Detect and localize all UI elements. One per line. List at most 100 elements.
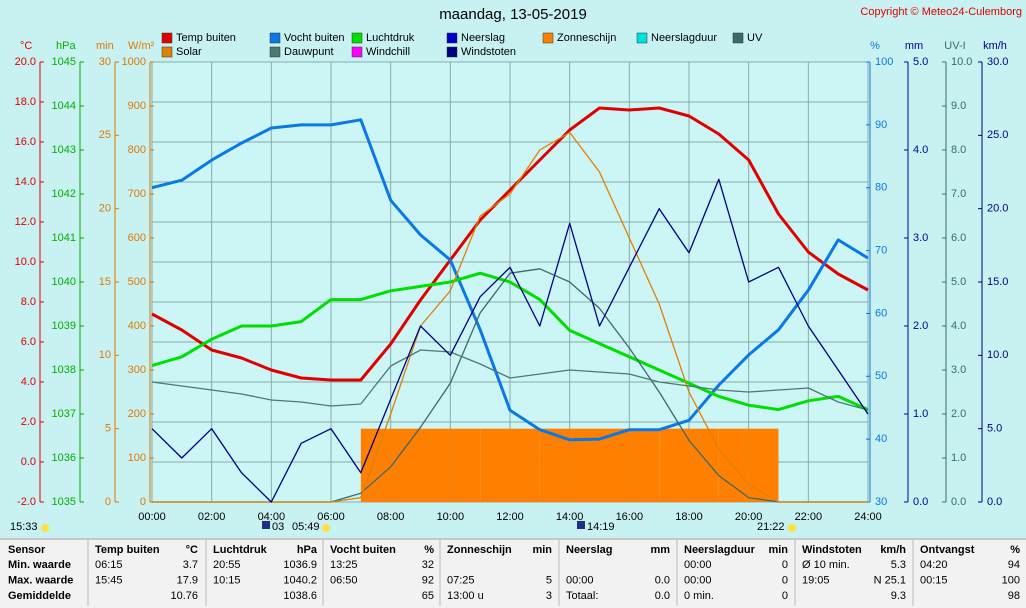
table-cell: Temp buiten (95, 544, 160, 556)
y-tick-label: 500 (128, 276, 146, 288)
x-tick-label: 08:00 (377, 511, 405, 523)
legend-label: Luchtdruk (366, 32, 415, 44)
legend-swatch (351, 46, 363, 58)
y-tick-label: 4.0 (913, 144, 928, 156)
table-cell: 0 (782, 559, 788, 571)
moon-icon (577, 521, 585, 529)
y-tick-label: 0.0 (21, 456, 36, 468)
table-cell: 65 (422, 590, 434, 602)
y-tick-label: 25 (99, 129, 111, 141)
table-cell: min (532, 544, 552, 556)
table-cell: 92 (422, 574, 434, 586)
table-cell: 0 (782, 590, 788, 602)
y-tick-label: 100 (875, 56, 893, 68)
y-tick-label: 600 (128, 232, 146, 244)
table-cell: 00:00 (566, 574, 594, 586)
y-tick-label: 6.0 (21, 336, 36, 348)
sun-icon (41, 524, 49, 532)
y-tick-label: 60 (875, 307, 887, 319)
y-tick-label: 30 (875, 496, 887, 508)
y-tick-label: 1043 (52, 144, 76, 156)
y-tick-label: 1045 (52, 56, 76, 68)
y-tick-label: 1040 (52, 276, 76, 288)
y-tick-label: 800 (128, 144, 146, 156)
table-cell: 100 (1002, 574, 1020, 586)
table-cell: 3.7 (183, 559, 198, 571)
sunshine-bar (659, 428, 689, 502)
y-tick-label: 5.0 (987, 423, 1002, 435)
table-cell: 10:15 (213, 574, 241, 586)
y-tick-label: 9.0 (951, 100, 966, 112)
table-cell: 0.0 (655, 590, 670, 602)
legend-label: Vocht buiten (284, 32, 345, 44)
moon-icon (262, 521, 270, 529)
annotations: 15:33 03 05:49 14:19 21:22 (10, 521, 796, 533)
y-tick-label: 2.0 (951, 408, 966, 420)
y-tick-label: 14.0 (15, 176, 36, 188)
y-tick-label: 90 (875, 119, 887, 131)
sunshine-bar (360, 428, 391, 502)
y-tick-label: 100 (128, 452, 146, 464)
y-tick-label: 40 (875, 433, 887, 445)
legend-swatch (446, 46, 458, 58)
table-cell: 32 (422, 559, 434, 571)
sunshine-bar (420, 428, 451, 502)
table-cell: 15:45 (95, 574, 123, 586)
sunshine-bar (539, 428, 570, 502)
sunshine-bar (748, 428, 779, 502)
y-tick-label: 10.0 (951, 56, 972, 68)
legend-label: Neerslagduur (651, 32, 717, 44)
series-line (151, 106, 869, 382)
y-tick-label: 1039 (52, 320, 76, 332)
y-tick-label: 50 (875, 370, 887, 382)
sunshine-bar (390, 428, 421, 502)
annotation: 14:19 (587, 521, 615, 533)
y-tick-label: 4.0 (951, 320, 966, 332)
x-tick-label: 24:00 (854, 511, 882, 523)
table-cell: hPa (297, 544, 318, 556)
y-tick-label: 0.0 (951, 496, 966, 508)
table-cell: 19:05 (802, 574, 830, 586)
chart-title: maandag, 13-05-2019 (439, 6, 587, 23)
y-tick-label: 20.0 (15, 56, 36, 68)
y-tick-label: -2.0 (17, 496, 36, 508)
annotation: 21:22 (757, 521, 785, 533)
y-tick-label: 10 (99, 349, 111, 361)
y-axis-unit: mm (905, 40, 923, 52)
y-tick-label: 80 (875, 182, 887, 194)
y-tick-label: 900 (128, 100, 146, 112)
table-cell: 9.3 (891, 590, 906, 602)
y-tick-label: 12.0 (15, 216, 36, 228)
legend-swatch (636, 32, 648, 44)
series-line (151, 349, 869, 411)
x-tick-label: 12:00 (496, 511, 524, 523)
table-cell: 10.76 (170, 590, 198, 602)
y-tick-label: 18.0 (15, 96, 36, 108)
legend-label: Windstoten (461, 46, 516, 58)
table-cell: 3 (546, 590, 552, 602)
y-tick-label: 1000 (122, 56, 146, 68)
legend-swatch (269, 46, 281, 58)
legend-swatch (732, 32, 744, 44)
y-tick-label: 30.0 (987, 56, 1008, 68)
table-cell: Neerslag (566, 544, 612, 556)
y-tick-label: 2.0 (913, 320, 928, 332)
sunshine-bar (480, 428, 510, 502)
table-cell: 00:00 (684, 559, 712, 571)
y-axis-unit: hPa (56, 40, 76, 52)
table-cell: 98 (1008, 590, 1020, 602)
legend-label: Windchill (366, 46, 410, 58)
table-cell: 0 (782, 574, 788, 586)
y-tick-label: 7.0 (951, 188, 966, 200)
table-cell: 06:50 (330, 574, 358, 586)
sunshine-bar (510, 428, 540, 502)
y-tick-label: 1037 (52, 408, 76, 420)
y-axis-unit: km/h (983, 40, 1007, 52)
x-tick-label: 20:00 (735, 511, 763, 523)
copyright: Copyright © Meteo24-Culemborg (860, 6, 1022, 18)
table-cell: Vocht buiten (330, 544, 396, 556)
series-line (151, 271, 869, 412)
y-tick-label: 1036 (52, 452, 76, 464)
annotation: 03 (272, 521, 284, 533)
y-tick-label: 16.0 (15, 136, 36, 148)
